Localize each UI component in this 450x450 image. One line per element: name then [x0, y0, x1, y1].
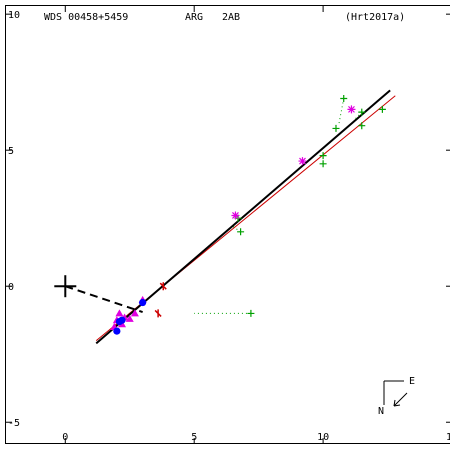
plus-marker	[378, 105, 386, 113]
plus-marker	[319, 160, 327, 168]
compass-motion-arrow	[393, 392, 408, 407]
residual-line	[232, 225, 241, 233]
tick-marker	[154, 309, 162, 318]
compass: E N	[378, 376, 415, 417]
y-tick-label: 5	[8, 146, 14, 157]
dot-marker	[139, 298, 147, 307]
discoverer-code: ARG	[185, 12, 203, 23]
plus-marker	[319, 152, 327, 160]
pair-label: 2AB	[222, 12, 240, 23]
plus-marker	[340, 94, 348, 102]
plus-marker	[358, 108, 366, 116]
reference-label: (Hrt2017a)	[345, 12, 405, 23]
dot-marker	[113, 327, 121, 335]
tick-marker	[159, 282, 167, 291]
x-tick-label: 0	[62, 432, 68, 443]
residual-line	[338, 98, 345, 126]
dot-marker	[118, 316, 126, 324]
observation-markers	[110, 94, 386, 335]
wds-designation: WDS 00458+5459	[44, 12, 128, 23]
y-tick-label: -5	[8, 418, 20, 429]
plus-marker	[237, 228, 245, 236]
plot-frame	[5, 5, 450, 444]
plus-marker	[358, 122, 366, 130]
triangle-marker	[130, 309, 139, 317]
axis-ticks: 0 5 10 15 10 5 0 -5	[6, 6, 450, 444]
asterisk-marker	[347, 105, 356, 114]
compass-north-label: N	[378, 406, 384, 417]
compass-east-label: E	[409, 376, 415, 387]
x-tick-label: 5	[191, 432, 197, 443]
triangle-marker	[115, 309, 124, 317]
x-tick-label: 15	[446, 432, 450, 443]
y-tick-label: 0	[8, 282, 14, 293]
asterisk-marker	[298, 157, 307, 166]
primary-link-line	[64, 285, 143, 314]
x-tick-label: 10	[317, 432, 329, 443]
asterisk-marker	[231, 211, 240, 220]
y-tick-label: 10	[8, 10, 20, 21]
compass-arrow-head	[393, 399, 401, 407]
plus-marker	[247, 309, 255, 317]
plus-marker	[332, 124, 340, 132]
triangle-marker	[125, 314, 134, 322]
